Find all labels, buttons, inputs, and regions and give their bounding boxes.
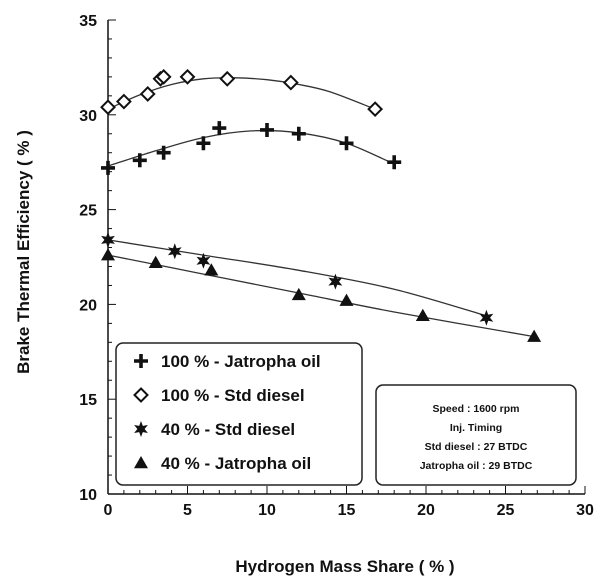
data-point-series-0 xyxy=(212,121,227,136)
y-tick-label: 25 xyxy=(79,203,97,220)
data-point-series-1 xyxy=(155,68,172,85)
data-point-series-0 xyxy=(291,126,306,141)
data-point-series-2 xyxy=(167,243,182,260)
note-line-1: Inj. Timing xyxy=(450,422,502,434)
y-axis-title: Brake Thermal Efficiency ( % ) xyxy=(14,130,33,374)
data-point-series-3 xyxy=(101,248,115,261)
x-tick-label: 20 xyxy=(417,502,435,519)
data-markers xyxy=(100,68,542,342)
legend-marker-1 xyxy=(133,387,149,403)
data-point-series-3 xyxy=(291,287,306,301)
legend-marker-3 xyxy=(134,456,148,469)
legend-marker-0 xyxy=(134,354,148,368)
axes xyxy=(107,19,586,495)
note-line-0: Speed : 1600 rpm xyxy=(433,403,520,415)
data-point-series-3 xyxy=(339,293,354,306)
data-point-series-1 xyxy=(219,70,236,87)
data-point-series-0 xyxy=(339,136,354,151)
legend-label-2: 40 % - Std diesel xyxy=(161,420,295,439)
data-point-series-1 xyxy=(100,99,116,116)
data-point-series-2 xyxy=(101,231,115,248)
y-tick-label: 20 xyxy=(79,297,97,314)
data-point-series-0 xyxy=(387,155,402,170)
y-tick-label: 15 xyxy=(79,392,97,409)
data-point-series-3 xyxy=(148,255,163,268)
legend: 100 % - Jatropha oil 100 % - Std diesel 40… xyxy=(115,342,363,486)
y-tick-label: 30 xyxy=(79,108,97,125)
x-tick-label: 10 xyxy=(258,502,276,519)
x-tick-label: 30 xyxy=(576,502,594,519)
legend-label-3: 40 % - Jatropha oil xyxy=(161,454,311,473)
data-point-series-0 xyxy=(260,122,274,137)
data-point-series-1 xyxy=(367,101,384,118)
data-point-series-0 xyxy=(156,145,171,160)
data-point-series-2 xyxy=(196,252,211,269)
fit-line-series-0 xyxy=(107,129,395,167)
x-tick-label: 25 xyxy=(497,502,515,519)
data-point-series-1 xyxy=(139,86,156,102)
y-tick-label: 35 xyxy=(79,13,97,30)
fit-line-series-3 xyxy=(107,254,535,338)
legend-box xyxy=(115,342,363,486)
y-tick-label: 10 xyxy=(79,487,97,504)
conditions-note: Speed : 1600 rpm Inj. Timing Std diesel : … xyxy=(375,384,577,486)
x-tick-label: 15 xyxy=(338,502,356,519)
x-axis-title: Hydrogen Mass Share ( % ) xyxy=(235,557,454,576)
fit-lines xyxy=(107,77,535,338)
data-point-series-2 xyxy=(328,273,343,290)
data-point-series-0 xyxy=(132,153,147,168)
fit-line-series-2 xyxy=(107,239,487,317)
data-point-series-1 xyxy=(115,93,132,110)
data-point-series-2 xyxy=(479,309,494,326)
legend-label-0: 100 % - Jatropha oil xyxy=(161,352,321,371)
x-tick-label: 5 xyxy=(183,502,192,519)
note-line-3: Jatropha oil : 29 BTDC xyxy=(420,460,533,472)
note-line-2: Std diesel : 27 BTDC xyxy=(425,441,528,453)
conditions-note-box xyxy=(375,384,577,486)
data-point-series-1 xyxy=(179,68,196,85)
legend-label-1: 100 % - Std diesel xyxy=(161,386,305,405)
legend-marker-2 xyxy=(134,421,148,437)
data-point-series-3 xyxy=(204,263,219,276)
data-point-series-3 xyxy=(415,308,430,322)
data-point-series-0 xyxy=(196,136,211,151)
tick-labels: 10 15 20 25 30 35 0 5 10 15 20 25 30 xyxy=(79,13,594,519)
x-tick-label: 0 xyxy=(104,502,113,519)
data-point-series-0 xyxy=(101,160,115,175)
data-point-series-3 xyxy=(527,329,542,342)
data-point-series-1 xyxy=(282,74,299,91)
